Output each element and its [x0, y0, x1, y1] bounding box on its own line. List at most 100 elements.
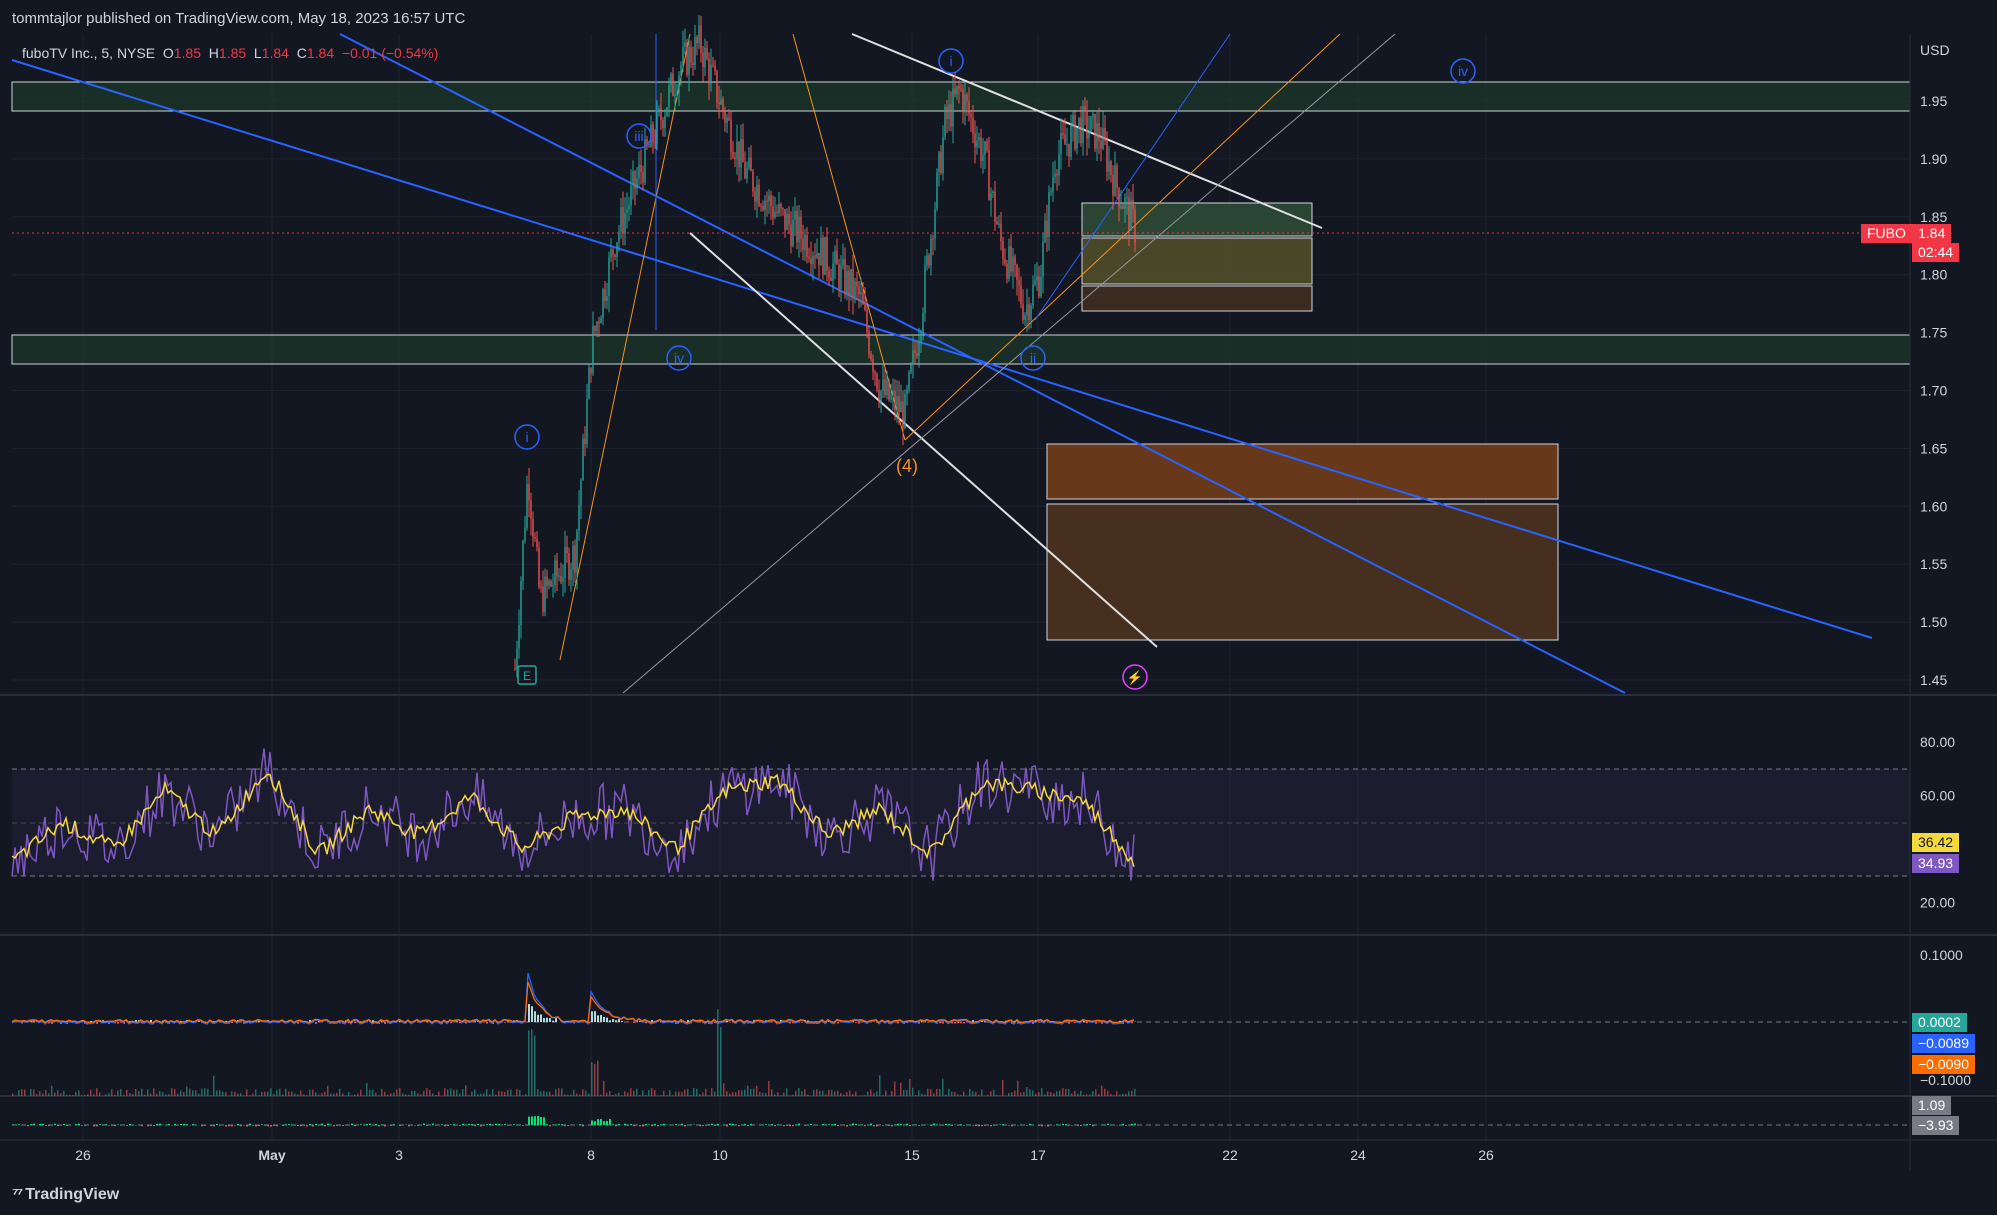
candle-body: [1026, 304, 1028, 316]
volume-bar: [852, 1093, 854, 1096]
volume-bar: [726, 1091, 728, 1096]
lower-bar: [309, 1123, 311, 1125]
candle-body: [612, 249, 614, 255]
rsi-axis[interactable]: 80.00 60.00 20.00: [1920, 734, 1955, 911]
wave-label-4[interactable]: (4): [896, 456, 918, 476]
volume-bar: [129, 1093, 131, 1096]
candle-body: [844, 259, 846, 294]
candle-body: [574, 545, 576, 573]
wave-label-ii[interactable]: ii: [1020, 345, 1046, 371]
volume-bar: [1017, 1080, 1019, 1096]
volume-bar: [438, 1091, 440, 1096]
price-axis[interactable]: USD 1.95 1.90 1.85 1.80 1.75 1.70 1.65 1.60 1.55…: [1920, 42, 1950, 688]
wave-label-i-2[interactable]: i: [938, 48, 964, 74]
volume-bar: [813, 1089, 815, 1096]
volume-bar: [369, 1089, 371, 1096]
orange-wave-b: [792, 33, 906, 441]
lower-bar: [417, 1125, 419, 1126]
lower-bar: [675, 1124, 677, 1125]
candle-body: [866, 309, 868, 332]
macd-bar: [591, 1011, 593, 1022]
earnings-marker[interactable]: E: [517, 665, 537, 685]
rsi-pane[interactable]: [11, 748, 1910, 881]
wave-label-i-1[interactable]: i: [514, 424, 540, 450]
wave-label-iii[interactable]: iii: [626, 123, 652, 149]
macd-bar: [747, 1022, 749, 1024]
lower-bar: [498, 1123, 500, 1125]
chart-canvas[interactable]: i iii iv i ii iv (4) E ⚡ USD 1.: [0, 0, 1997, 1172]
candle-body: [838, 264, 840, 289]
candle-body: [624, 212, 626, 234]
volume-bar: [399, 1088, 401, 1096]
time-axis[interactable]: 26 May 3 8 10 15 17 22 24 26: [75, 1147, 1494, 1163]
candle-body: [648, 146, 650, 148]
lower-bar: [483, 1125, 485, 1126]
lower-bar: [567, 1125, 569, 1126]
candle-body: [886, 380, 888, 396]
volume-bar: [423, 1091, 425, 1096]
candle-body: [626, 209, 628, 213]
candle-body: [562, 577, 564, 582]
candle-body: [618, 231, 620, 243]
volume-bar: [186, 1086, 188, 1096]
candle-body: [976, 140, 978, 148]
volume-bar: [159, 1090, 161, 1096]
volume-bar: [828, 1089, 830, 1096]
volume-bar: [435, 1095, 437, 1096]
macd-bar: [372, 1020, 374, 1022]
candle-body: [528, 484, 530, 501]
lower-bar: [1056, 1124, 1058, 1125]
candle-body: [604, 289, 606, 302]
macd-bar: [1011, 1022, 1013, 1024]
lower-bar: [1038, 1125, 1040, 1126]
macd-bar: [450, 1022, 452, 1024]
candle-body: [936, 171, 938, 209]
candle-body: [524, 527, 526, 541]
lower-bar: [354, 1125, 356, 1127]
dividend-lightning-icon[interactable]: ⚡: [1122, 664, 1148, 690]
lower-bar: [471, 1123, 473, 1125]
volume-bar: [414, 1090, 416, 1096]
candle-body: [960, 88, 962, 90]
macd-signal-line: [11, 981, 1135, 1024]
volume-bar: [123, 1095, 125, 1096]
macd-bar: [117, 1022, 119, 1024]
symbol-legend[interactable]: fuboTV Inc., 5, NYSE O1.85 H1.85 L1.84 C…: [22, 45, 438, 61]
tradingview-logo[interactable]: ⁷⁷ TradingView: [12, 1186, 119, 1204]
volume-bar: [480, 1093, 482, 1096]
candle-body: [1116, 165, 1118, 189]
wave-label-iv-2[interactable]: iv: [1450, 58, 1476, 84]
macd-pane[interactable]: [11, 972, 1910, 1096]
time-tick-label: May: [258, 1147, 285, 1163]
volume-bar: [723, 1083, 725, 1096]
wave-label-iv-1[interactable]: iv: [666, 345, 692, 371]
lower-bar: [945, 1123, 947, 1125]
price-tick-label: 1.90: [1920, 151, 1947, 167]
lower-bar: [882, 1125, 884, 1126]
candle-body: [670, 73, 672, 86]
lower-pane[interactable]: [12, 1115, 1910, 1127]
macd-axis[interactable]: 0.1000 −0.1000: [1920, 947, 1971, 1088]
lower-bar: [264, 1125, 266, 1126]
volume-bar: [639, 1095, 641, 1096]
volume-bar: [381, 1088, 383, 1096]
lower-bar: [1089, 1124, 1091, 1125]
volume-bar: [366, 1082, 368, 1096]
volume-bar: [615, 1093, 617, 1096]
lower-bar: [513, 1124, 515, 1125]
candle-body: [1048, 192, 1050, 237]
price-badge: 1.84: [1912, 224, 1952, 243]
volume-bar: [72, 1094, 74, 1096]
lower-bar: [612, 1124, 614, 1125]
candle-body: [1040, 276, 1042, 297]
candle-body: [694, 37, 696, 66]
candle-body: [1034, 280, 1036, 285]
rsi-tick-label: 80.00: [1920, 734, 1955, 750]
macd-bar: [789, 1022, 791, 1024]
candle-body: [832, 264, 834, 281]
macd-bar: [1038, 1022, 1040, 1023]
candle-body: [654, 142, 656, 144]
volume-bar: [273, 1094, 275, 1096]
volume-bar: [753, 1088, 755, 1096]
candle-body: [762, 206, 764, 210]
